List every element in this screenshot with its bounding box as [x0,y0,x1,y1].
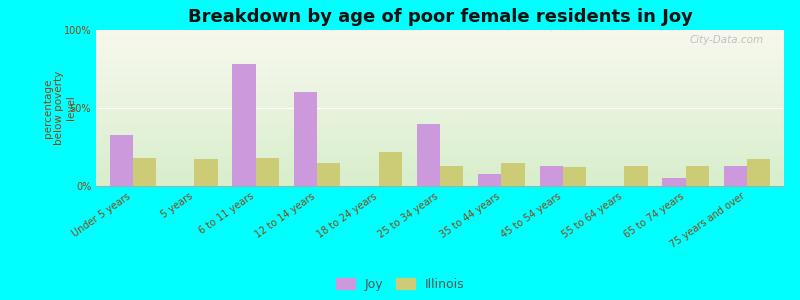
Bar [440,166,463,186]
Bar [478,173,502,186]
Bar [539,166,563,186]
Bar [662,178,686,186]
Bar [294,92,317,186]
Text: City-Data.com: City-Data.com [690,35,763,45]
Bar [110,134,133,186]
Bar [747,160,770,186]
Bar [563,167,586,186]
Bar [232,64,256,186]
Bar [724,166,747,186]
Y-axis label: percentage
below poverty
level: percentage below poverty level [43,71,76,145]
Bar [686,166,709,186]
Bar [133,158,156,186]
Bar [624,166,648,186]
Bar [502,163,525,186]
Bar [378,152,402,186]
Bar [194,160,218,186]
Bar [256,158,279,186]
Legend: Joy, Illinois: Joy, Illinois [336,278,464,291]
Bar [317,163,341,186]
Bar [417,124,440,186]
Title: Breakdown by age of poor female residents in Joy: Breakdown by age of poor female resident… [187,8,693,26]
